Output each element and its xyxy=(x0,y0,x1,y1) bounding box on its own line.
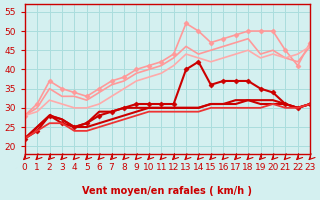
X-axis label: Vent moyen/en rafales ( km/h ): Vent moyen/en rafales ( km/h ) xyxy=(83,186,252,196)
